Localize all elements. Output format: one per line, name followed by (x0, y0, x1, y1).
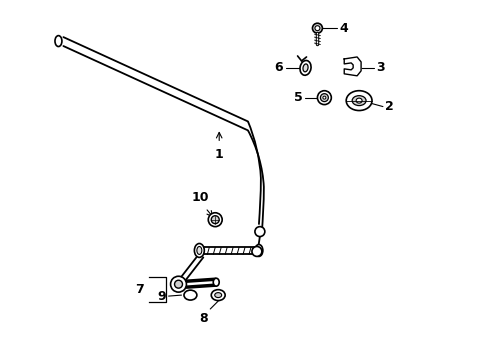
Polygon shape (344, 57, 360, 76)
Ellipse shape (303, 64, 307, 72)
Circle shape (312, 23, 322, 33)
Ellipse shape (355, 98, 361, 103)
Circle shape (254, 227, 264, 237)
Text: 2: 2 (384, 100, 393, 113)
Text: 7: 7 (135, 283, 143, 296)
Ellipse shape (55, 36, 62, 46)
Ellipse shape (197, 247, 202, 255)
Ellipse shape (322, 96, 325, 99)
Ellipse shape (351, 96, 366, 105)
Ellipse shape (211, 290, 224, 301)
Circle shape (314, 26, 319, 31)
Circle shape (211, 216, 219, 224)
Circle shape (208, 213, 222, 227)
Ellipse shape (317, 91, 331, 105)
Text: 3: 3 (375, 61, 384, 75)
Text: 5: 5 (293, 91, 302, 104)
Ellipse shape (183, 290, 197, 300)
Circle shape (170, 276, 186, 292)
Text: 10: 10 (191, 191, 209, 204)
Circle shape (174, 280, 182, 288)
Ellipse shape (213, 278, 219, 286)
Ellipse shape (346, 91, 371, 111)
Text: 4: 4 (339, 22, 347, 35)
Ellipse shape (214, 293, 221, 298)
Text: 8: 8 (199, 312, 208, 325)
Text: 9: 9 (157, 289, 165, 303)
Ellipse shape (320, 94, 327, 102)
Ellipse shape (299, 60, 310, 75)
Circle shape (251, 247, 262, 256)
Text: 6: 6 (273, 61, 282, 75)
Ellipse shape (194, 243, 204, 257)
Text: 1: 1 (214, 148, 223, 161)
Ellipse shape (254, 244, 263, 256)
